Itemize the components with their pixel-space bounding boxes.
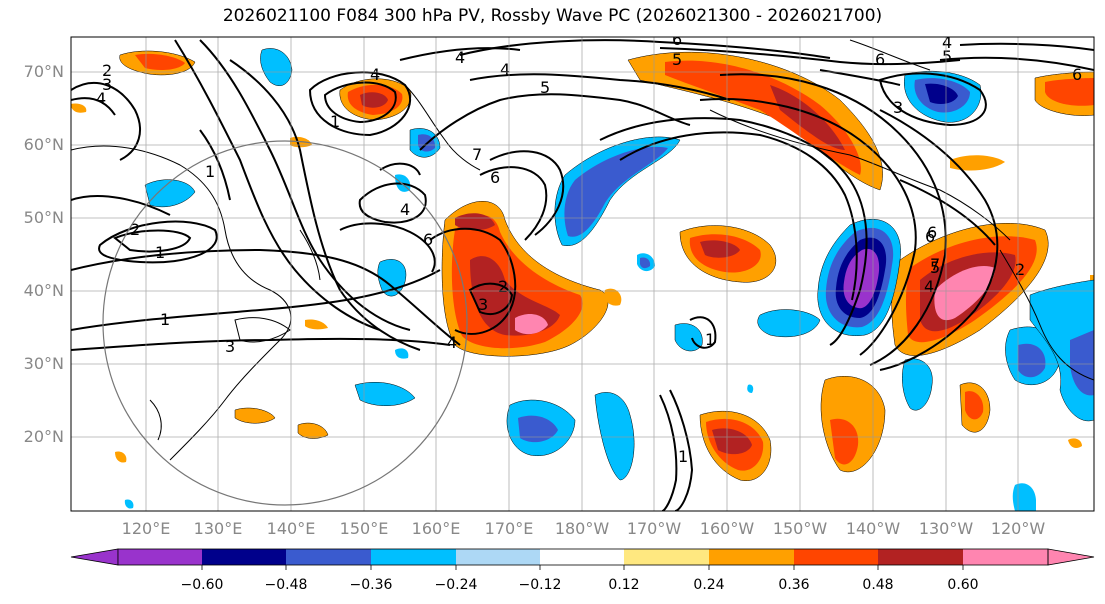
colorbar-bin bbox=[878, 549, 963, 565]
contour-label: 1 bbox=[205, 162, 215, 181]
contour-label: 5 bbox=[942, 47, 952, 66]
colorbar-bin bbox=[371, 549, 456, 565]
lat-tick-label: 50°N bbox=[23, 208, 64, 227]
contour-label: 6 bbox=[927, 223, 937, 242]
colorbar-min-extension bbox=[70, 548, 119, 566]
contour-label: 4 bbox=[942, 33, 952, 52]
colorbar-tick-label: 0.60 bbox=[947, 577, 979, 593]
contour-label: 1 bbox=[160, 310, 170, 329]
contour-label: 4 bbox=[370, 65, 380, 84]
contour-label: 2 bbox=[130, 220, 140, 239]
lon-tick-label: 150°E bbox=[339, 519, 389, 538]
colorbar-bin bbox=[624, 549, 709, 565]
contour-label: 6 bbox=[490, 168, 500, 187]
contour-labels: 2 3 4 4 5 5 6 6 5 4 3 6 1 2 1 1 3 4 1 4 … bbox=[96, 30, 1082, 466]
contour-label: 2 bbox=[498, 277, 508, 296]
colorbar bbox=[70, 548, 1095, 570]
colorbar-tick-label: 0.12 bbox=[608, 577, 640, 593]
contour-label: 4 bbox=[400, 200, 410, 219]
colorbar-bin bbox=[118, 549, 202, 565]
colorbar-tick-label: −0.48 bbox=[264, 577, 308, 593]
contour-label: 2 bbox=[1015, 260, 1025, 279]
colorbar-tick-label: −0.36 bbox=[349, 577, 393, 593]
colorbar-tick-label: −0.12 bbox=[518, 577, 562, 593]
lon-tick-label: 180°W bbox=[554, 519, 610, 538]
map-frame bbox=[70, 36, 1095, 512]
contour-label: 3 bbox=[893, 98, 903, 117]
colorbar-bin bbox=[286, 549, 371, 565]
colorbar-tick-label: −0.24 bbox=[434, 577, 478, 593]
contour-label: 5 bbox=[930, 258, 940, 277]
lon-tick-label: 150°W bbox=[772, 519, 828, 538]
lon-tick-label: 160°W bbox=[699, 519, 755, 538]
lon-tick-label: 140°E bbox=[266, 519, 316, 538]
contour-label: 7 bbox=[472, 145, 482, 164]
contour-label: 6 bbox=[423, 230, 433, 249]
contour-label: 7 bbox=[930, 255, 940, 274]
contour-label: 3 bbox=[478, 295, 488, 314]
colorbar-bin bbox=[709, 549, 794, 565]
lat-tick-label: 70°N bbox=[23, 62, 64, 81]
lon-tick-label: 120°E bbox=[121, 519, 171, 538]
contour-label: 4 bbox=[96, 89, 106, 108]
contour-label: 3 bbox=[102, 75, 112, 94]
contour-label: 3 bbox=[225, 337, 235, 356]
lon-tick-label: 120°W bbox=[990, 519, 1046, 538]
colorbar-bin bbox=[456, 549, 540, 565]
coastlines bbox=[71, 39, 1094, 461]
colorbar-bin bbox=[794, 549, 878, 565]
contour-label: 4 bbox=[500, 60, 510, 79]
pv-contours bbox=[71, 39, 1094, 511]
colorbar-max-extension bbox=[1047, 548, 1095, 566]
contour-label: 5 bbox=[672, 50, 682, 69]
contour-label: 6 bbox=[672, 30, 682, 49]
lon-tick-label: 170°E bbox=[484, 519, 534, 538]
reference-circle bbox=[102, 140, 468, 506]
map-title: 2026021100 F084 300 hPa PV, Rossby Wave … bbox=[222, 6, 883, 26]
colorbar-bin bbox=[540, 549, 624, 565]
lat-tick-label: 30°N bbox=[23, 354, 64, 373]
lon-tick-label: 140°W bbox=[845, 519, 901, 538]
contour-label: 5 bbox=[540, 78, 550, 97]
contour-label: 1 bbox=[705, 330, 715, 349]
contour-label: 4 bbox=[924, 277, 934, 296]
graticule bbox=[71, 37, 1094, 511]
negative-anomaly-fill bbox=[124, 48, 1094, 511]
contour-label: 1 bbox=[155, 243, 165, 262]
lon-tick-label: 130°W bbox=[918, 519, 974, 538]
colorbar-tick-label: 0.36 bbox=[778, 577, 810, 593]
lat-tick-label: 20°N bbox=[23, 427, 64, 446]
contour-label: 4 bbox=[455, 48, 465, 67]
lon-tick-label: 160°E bbox=[411, 519, 461, 538]
colorbar-bin bbox=[963, 549, 1048, 565]
colorbar-tick-label: 0.24 bbox=[693, 577, 725, 593]
contour-label: 2 bbox=[102, 61, 112, 80]
contour-label: 6 bbox=[925, 227, 935, 246]
contour-label: 6 bbox=[875, 50, 885, 69]
lon-tick-label: 170°W bbox=[626, 519, 682, 538]
colorbar-bin bbox=[202, 549, 286, 565]
lat-tick-label: 40°N bbox=[23, 281, 64, 300]
colorbar-tick-label: −0.60 bbox=[180, 577, 224, 593]
colorbar-tick-label: 0.48 bbox=[862, 577, 894, 593]
contour-label: 6 bbox=[1072, 65, 1082, 84]
lon-tick-label: 130°E bbox=[193, 519, 243, 538]
contour-label: 1 bbox=[330, 112, 340, 131]
contour-label: 4 bbox=[447, 333, 457, 352]
contour-label: 1 bbox=[678, 447, 688, 466]
lat-tick-label: 60°N bbox=[23, 135, 64, 154]
